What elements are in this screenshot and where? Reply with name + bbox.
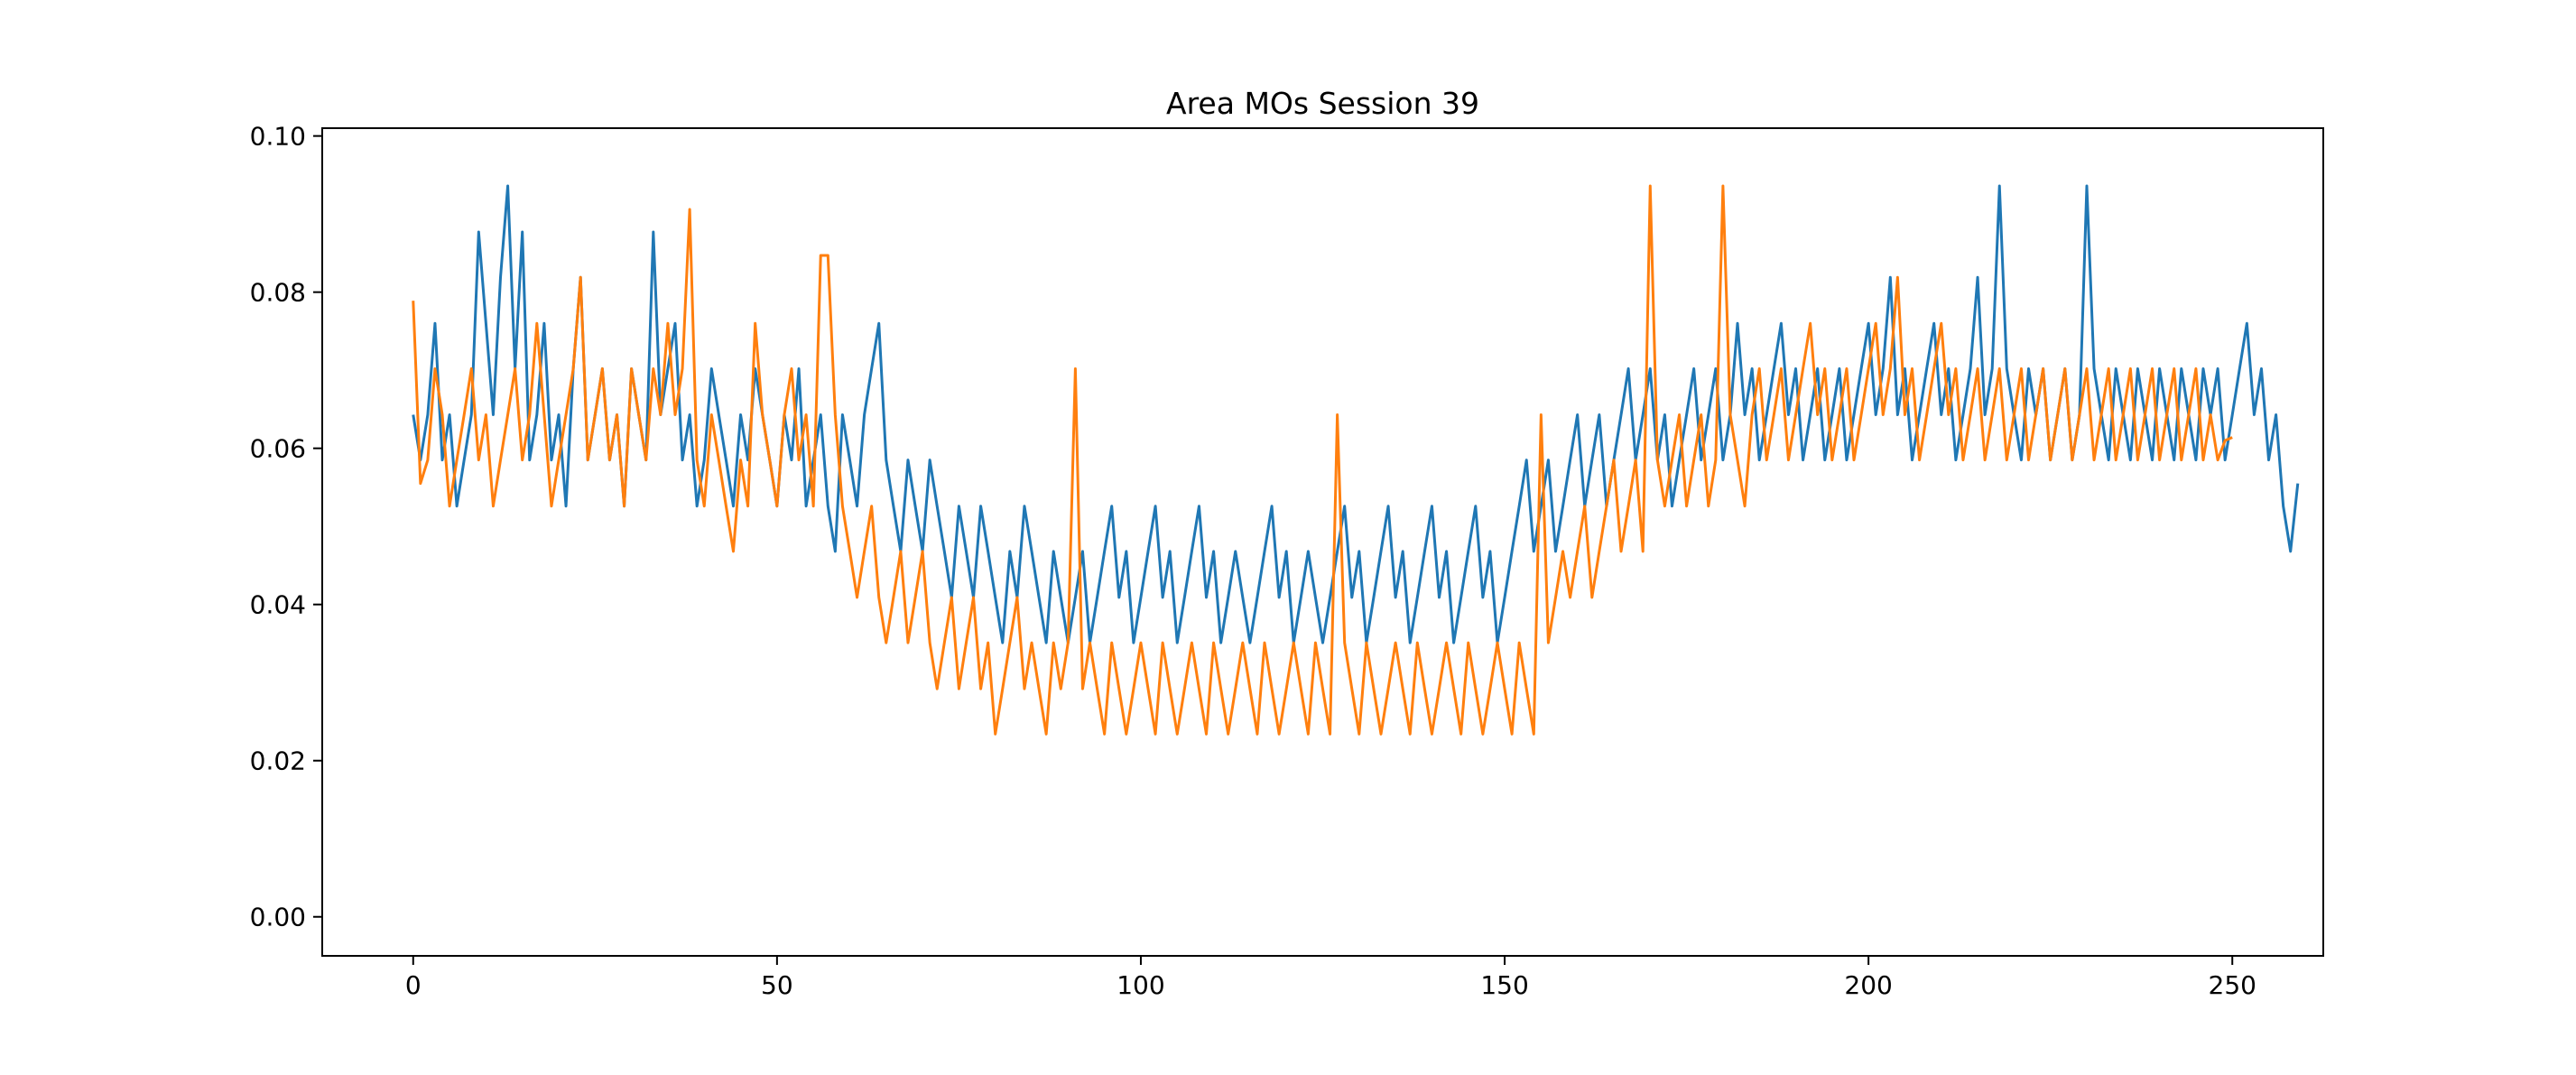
x-tick-label: 0 bbox=[405, 970, 422, 1000]
y-tick-label: 0.06 bbox=[250, 434, 306, 464]
y-tick-label: 0.04 bbox=[250, 590, 306, 620]
y-tick-label: 0.10 bbox=[250, 122, 306, 152]
plot-frame bbox=[321, 127, 2324, 957]
x-tick-label: 50 bbox=[761, 970, 793, 1000]
y-tick-label: 0.00 bbox=[250, 903, 306, 932]
x-tick-label: 250 bbox=[2209, 970, 2256, 1000]
x-tick-label: 150 bbox=[1480, 970, 1528, 1000]
x-tick-label: 200 bbox=[1844, 970, 1892, 1000]
series-line-1 bbox=[412, 184, 2300, 644]
x-tick-label: 100 bbox=[1117, 970, 1164, 1000]
chart-title: Area MOs Session 39 bbox=[1166, 86, 1479, 121]
series-line-2 bbox=[412, 184, 2233, 736]
series-layer bbox=[412, 184, 2300, 736]
x-axis: 0 50 100 150 200 250 bbox=[405, 956, 2256, 1000]
y-tick-label: 0.02 bbox=[250, 746, 306, 776]
y-axis: 0.00 0.02 0.04 0.06 0.08 0.10 bbox=[250, 122, 322, 932]
y-tick-label: 0.08 bbox=[250, 278, 306, 308]
